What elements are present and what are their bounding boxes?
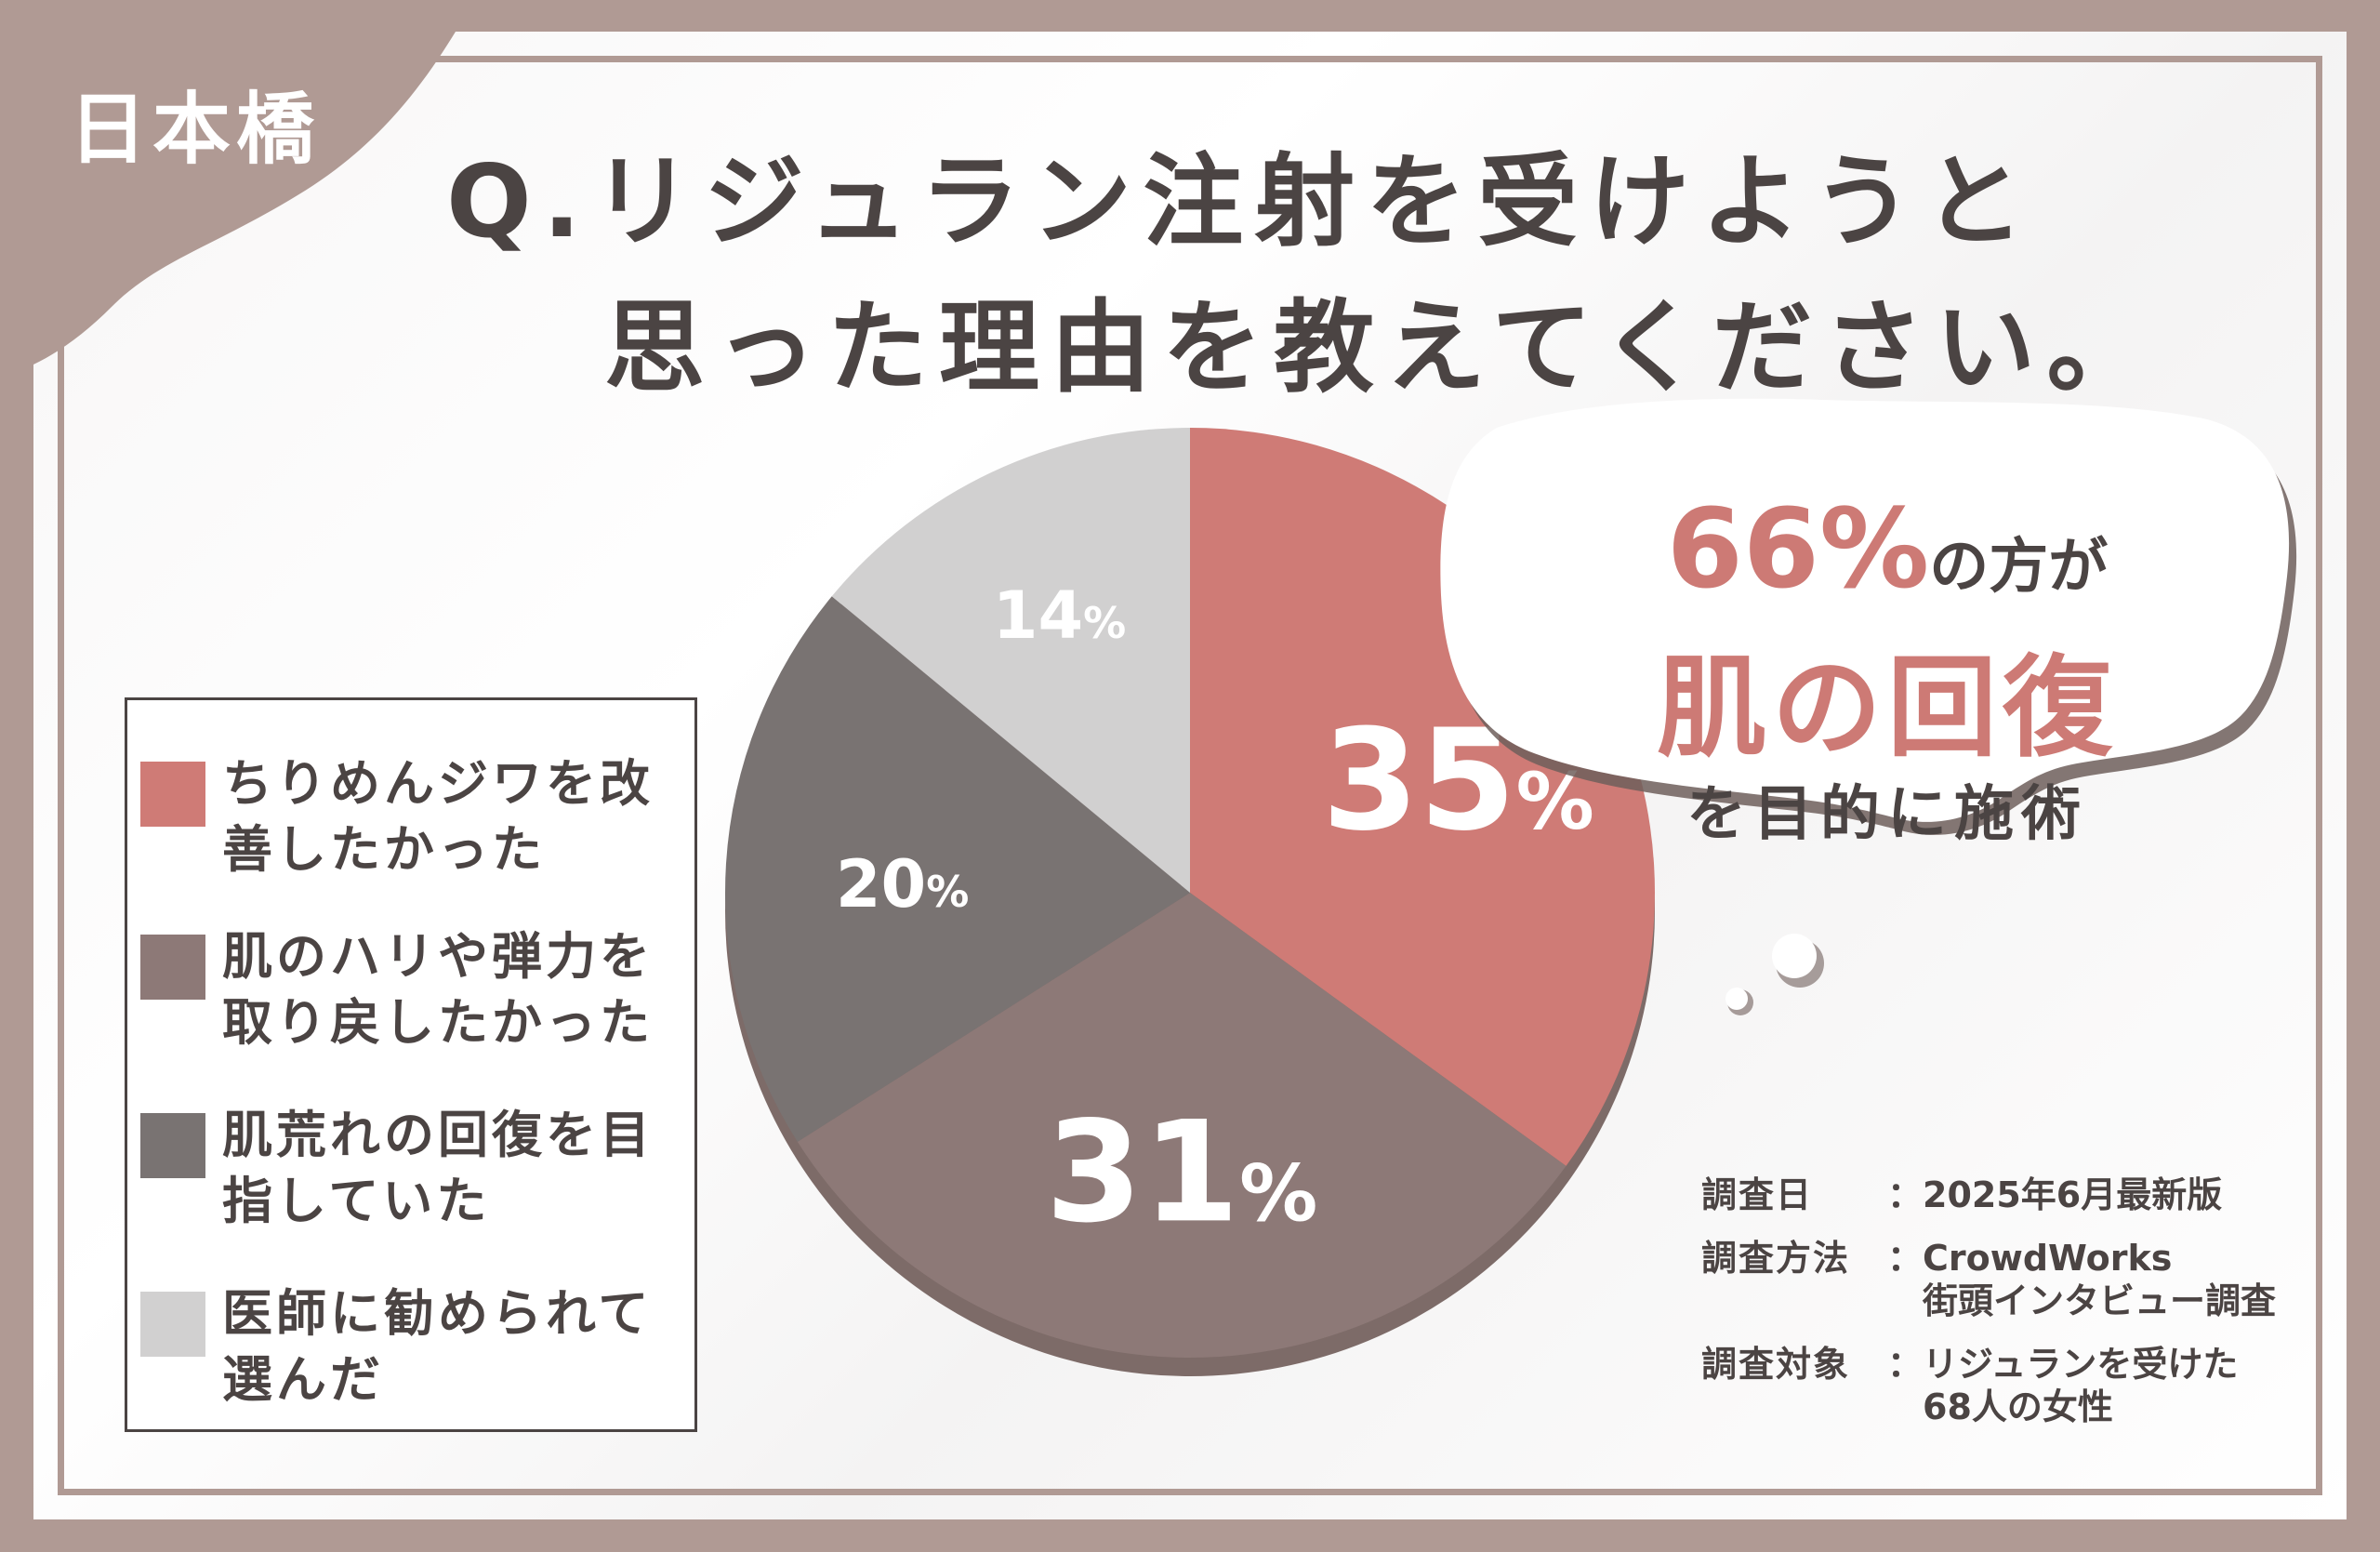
location-label: 日本橋 <box>69 84 321 175</box>
legend-item-3: 肌荒れの回復を目 指していた <box>140 1102 668 1235</box>
survey-method-value: CrowdWorks 街頭インタビュー調査 <box>1923 1238 2277 1321</box>
survey-method-colon: ： <box>1887 1238 1924 1279</box>
title-line-2: 思った理由を教えてください。 <box>604 289 2159 406</box>
survey-target-row: 調査対象 ： リジュランを受けた 68人の女性 <box>1701 1343 2332 1428</box>
legend-swatch-1 <box>140 762 205 827</box>
callout-suffix: の方が <box>1929 533 2109 602</box>
callout-tail: を目的に施術 <box>1686 780 2088 849</box>
survey-date-value: 2025年6月最新版 <box>1923 1174 2223 1215</box>
survey-target-label: 調査対象 <box>1701 1344 1851 1385</box>
survey-info: 調査日 ： 2025年6月最新版 調査方法 ： CrowdWorks 街頭インタビ… <box>1701 1174 2332 1449</box>
legend-swatch-3 <box>140 1113 205 1178</box>
survey-date-label: 調査日 <box>1701 1174 1814 1215</box>
legend-swatch-2 <box>140 935 205 1000</box>
survey-method-label: 調査方法 <box>1701 1238 1851 1279</box>
question-title: Q.リジュラン注射を受けようと 思った理由を教えてください。 <box>446 130 2213 421</box>
survey-date-row: 調査日 ： 2025年6月最新版 <box>1701 1174 2332 1216</box>
pie-label-2: 31% <box>1045 1092 1317 1254</box>
title-line-1: Q.リジュラン注射を受けようと <box>446 144 2036 260</box>
survey-method-row: 調査方法 ： CrowdWorks 街頭インタビュー調査 <box>1701 1237 2332 1322</box>
thought-bubble <box>1440 398 2297 1015</box>
chart-legend: ちりめんジワを改 善したかった 肌のハリや弾力を 取り戻したかった 肌荒れの回復を目… <box>125 697 697 1432</box>
legend-item-2: 肌のハリや弾力を 取り戻したかった <box>140 923 668 1056</box>
legend-label-1: ちりめんジワを改 善したかった <box>222 754 654 880</box>
pie-label-4: 14% <box>993 577 1127 654</box>
legend-label-4: 医師に勧められて 選んだ <box>222 1284 653 1410</box>
survey-target-value: リジュランを受けた 68人の女性 <box>1923 1344 2239 1427</box>
legend-item-1: ちりめんジワを改 善したかった <box>140 750 668 883</box>
legend-swatch-4 <box>140 1292 205 1357</box>
pie-label-1: 35% <box>1322 700 1594 862</box>
pie-slice-3 <box>725 596 1190 1142</box>
legend-item-4: 医師に勧められて 選んだ <box>140 1280 668 1413</box>
survey-target-colon: ： <box>1887 1344 1924 1385</box>
pie-label-3: 20% <box>836 846 970 922</box>
legend-label-3: 肌荒れの回復を目 指していた <box>222 1106 654 1231</box>
callout-text: 66%の方が 肌の回復 を目的に施術 <box>1469 484 2306 861</box>
pie-slice-4 <box>831 428 1190 893</box>
survey-date-colon: ： <box>1887 1174 1924 1215</box>
callout-headline: 肌の回復 <box>1656 643 2118 772</box>
callout-percent: 66% <box>1666 484 1930 613</box>
legend-label-2: 肌のハリや弾力を 取り戻したかった <box>222 927 654 1053</box>
pie-slice-2 <box>797 893 1567 1359</box>
inner-frame <box>58 56 2322 1495</box>
corner-tab <box>0 0 474 377</box>
callout-line-1: 66%の方が <box>1469 484 2306 647</box>
